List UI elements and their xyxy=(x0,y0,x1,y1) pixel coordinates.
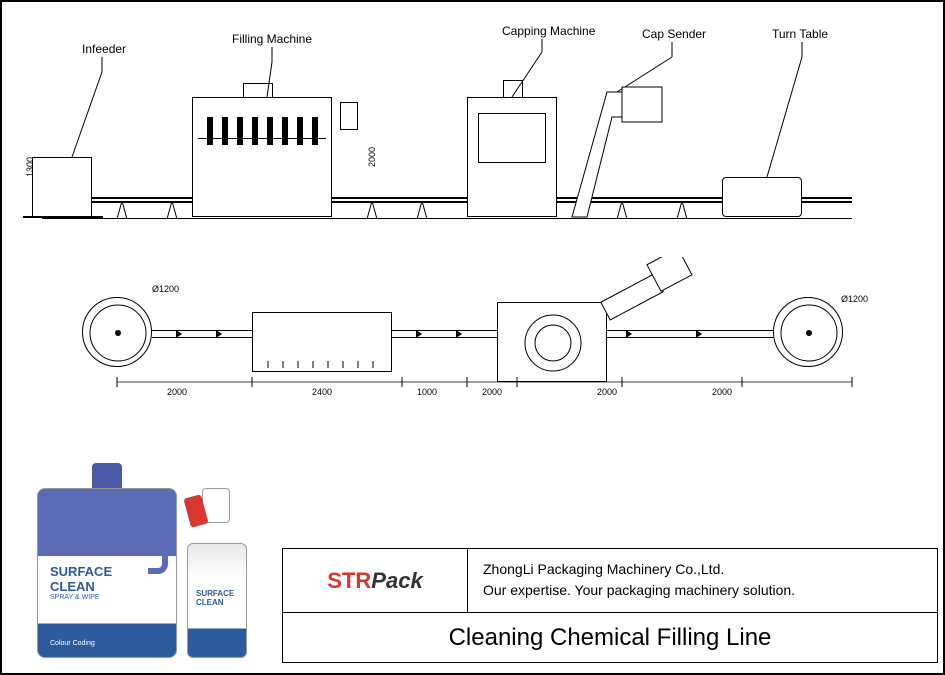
label-capping-machine: Capping Machine xyxy=(502,24,595,38)
label-infeeder: Infeeder xyxy=(82,42,126,56)
capping-machine xyxy=(467,97,557,217)
product-spray-bottle: SURFACE CLEAN xyxy=(182,488,252,658)
dim-span5: 2000 xyxy=(597,387,617,397)
dim-dia-right: Ø1200 xyxy=(841,294,868,304)
dim-span3: 1000 xyxy=(417,387,437,397)
dim-span6: 2000 xyxy=(712,387,732,397)
product-jug: SURFACE CLEAN SPRAY & WIPE Colour Coding xyxy=(37,463,177,658)
plan-cap-sender xyxy=(592,257,712,327)
product-photos: SURFACE CLEAN SPRAY & WIPE Colour Coding… xyxy=(32,443,272,673)
plan-dimension-lines xyxy=(82,372,862,397)
plan-arrows xyxy=(152,324,792,344)
company-name: ZhongLi Packaging Machinery Co.,Ltd. xyxy=(483,559,922,580)
filling-control-panel xyxy=(340,102,358,130)
dim-dia-left: Ø1200 xyxy=(152,284,179,294)
filling-machine xyxy=(192,97,332,217)
jug-brand: SURFACE CLEAN xyxy=(50,564,160,594)
logo-suffix: Pack xyxy=(371,568,422,593)
spray-brand: SURFACE CLEAN xyxy=(196,589,246,607)
dim-span4: 2000 xyxy=(482,387,502,397)
jug-subtitle: SPRAY & WIPE xyxy=(50,594,160,601)
company-tagline: Our expertise. Your packaging machinery … xyxy=(483,580,922,601)
title-block: STRPack ZhongLi Packaging Machinery Co.,… xyxy=(282,548,938,668)
label-cap-sender: Cap Sender xyxy=(642,27,706,41)
label-filling-machine: Filling Machine xyxy=(232,32,312,46)
logo-prefix: STR xyxy=(327,568,371,593)
plan-infeeder-circle xyxy=(82,297,152,367)
footer: SURFACE CLEAN SPRAY & WIPE Colour Coding… xyxy=(2,428,943,673)
filling-nozzles xyxy=(202,117,322,147)
conveyor-legs xyxy=(42,201,852,221)
plan-view: Ø1200 Ø1200 2000 2400 1000 2000 2000 200… xyxy=(22,272,923,412)
dim-span2: 2400 xyxy=(312,387,332,397)
dim-height-2000: 2000 xyxy=(367,147,377,167)
dim-height-1300: 1300 xyxy=(25,157,35,177)
logo-cell: STRPack xyxy=(283,549,468,612)
dim-span1: 2000 xyxy=(167,387,187,397)
drawing-title: Cleaning Chemical Filling Line xyxy=(282,613,938,663)
label-turn-table: Turn Table xyxy=(772,27,828,41)
drawing-canvas: Infeeder Filling Machine Capping Machine… xyxy=(0,0,945,675)
company-info: ZhongLi Packaging Machinery Co.,Ltd. Our… xyxy=(468,549,937,612)
company-logo: STRPack xyxy=(327,568,422,594)
jug-footer: Colour Coding xyxy=(50,640,95,647)
